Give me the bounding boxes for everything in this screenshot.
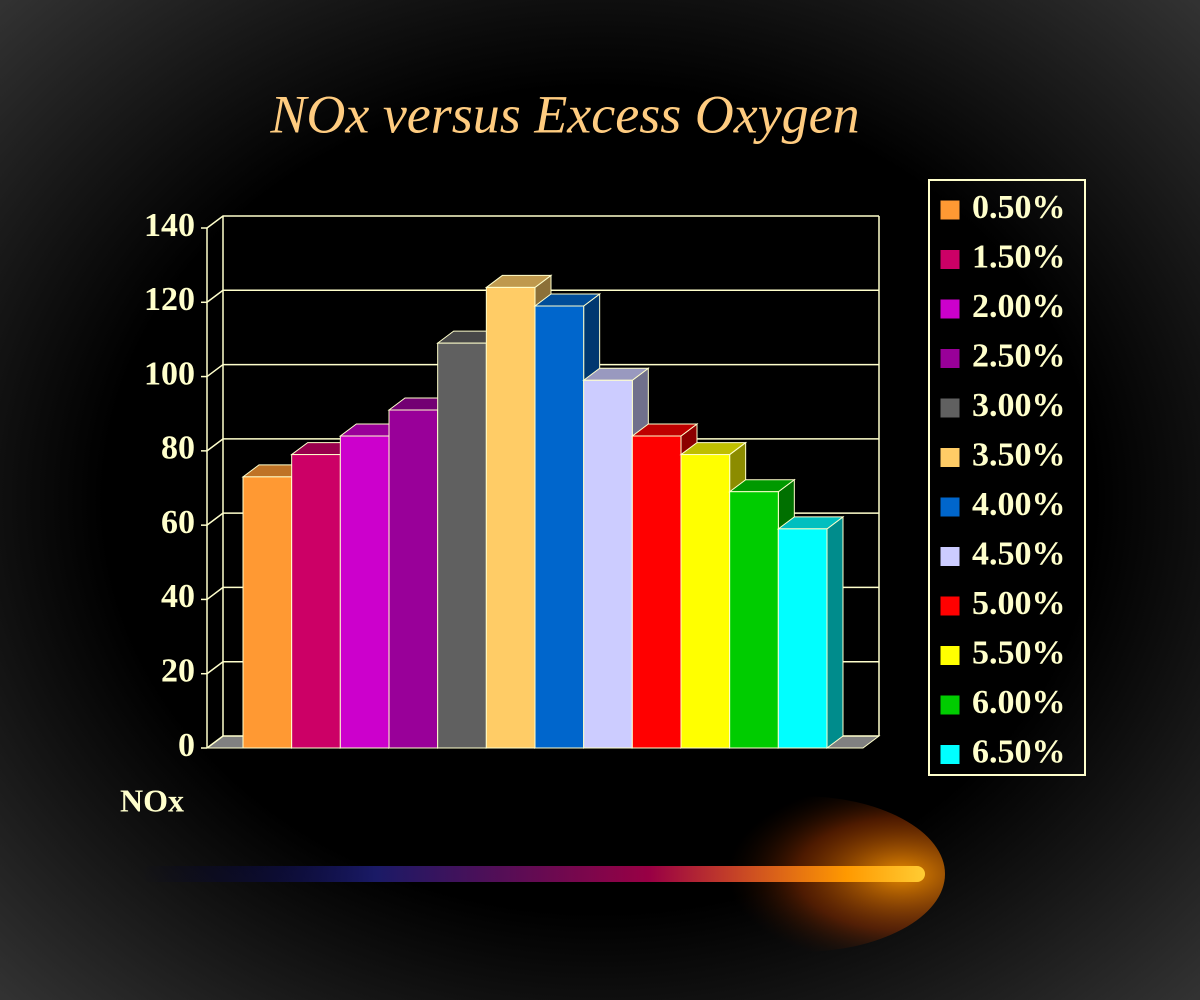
y-tick-label: 60 xyxy=(161,504,195,541)
bar-front xyxy=(729,491,779,749)
legend-label: 0.50% xyxy=(972,189,1066,226)
legend-swatch xyxy=(939,744,961,765)
y-tick-label: 20 xyxy=(161,653,195,690)
legend-swatch xyxy=(939,199,961,221)
bar-front xyxy=(339,435,390,749)
bar-front xyxy=(437,342,487,749)
grid-line xyxy=(206,289,879,303)
bar-front xyxy=(583,379,633,749)
legend-label: 3.00% xyxy=(972,387,1066,424)
y-tick-label: 120 xyxy=(144,281,195,318)
legend-swatch xyxy=(939,348,961,369)
legend-swatch xyxy=(939,496,961,518)
bar-front xyxy=(777,528,828,749)
legend-label: 3.50% xyxy=(972,436,1066,473)
bar-front xyxy=(485,286,536,749)
bar-front xyxy=(631,435,682,749)
legend-label: 4.00% xyxy=(972,486,1066,523)
legend-swatch xyxy=(939,645,961,666)
legend-label: 5.50% xyxy=(972,634,1066,671)
legend-swatch xyxy=(939,298,961,320)
legend-label: 2.50% xyxy=(972,337,1066,374)
grid-line xyxy=(206,363,879,378)
bar-front xyxy=(242,476,293,749)
legend-swatch xyxy=(939,694,961,716)
legend-label: 6.00% xyxy=(972,684,1066,721)
bar-front xyxy=(534,305,585,749)
y-tick-label: 80 xyxy=(161,430,195,467)
legend-swatch xyxy=(939,546,961,567)
legend-swatch xyxy=(939,397,961,419)
legend-label: 2.00% xyxy=(972,288,1066,325)
legend-swatch xyxy=(939,595,961,617)
y-tick-label: 140 xyxy=(144,207,195,244)
bar-front xyxy=(291,454,341,749)
legend-label: 1.50% xyxy=(972,238,1066,275)
y-tick-label: 40 xyxy=(161,578,195,615)
bar-side xyxy=(826,515,844,749)
bar-front xyxy=(388,409,439,749)
legend-label: 5.00% xyxy=(972,585,1066,622)
legend-box xyxy=(928,179,1086,776)
x-category-label: NOx xyxy=(120,782,184,818)
y-tick-label: 0 xyxy=(178,727,195,764)
bar xyxy=(776,515,845,749)
chart-title: NOx versus Excess Oxygen xyxy=(269,84,859,144)
streak xyxy=(140,866,925,882)
legend-label: 4.50% xyxy=(972,535,1066,572)
legend-swatch xyxy=(939,249,961,270)
grid-line xyxy=(206,215,879,229)
legend-label: 6.50% xyxy=(972,733,1066,770)
bar-front xyxy=(680,454,731,749)
legend-swatch xyxy=(939,447,961,468)
y-tick-label: 100 xyxy=(144,355,195,392)
